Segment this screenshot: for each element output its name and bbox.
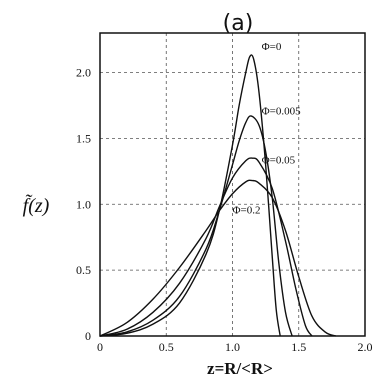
series-label: Φ=0.05 xyxy=(262,154,296,166)
series-labels: Φ=0 Φ=0.005 Φ=0.05 Φ=0.2 xyxy=(233,41,302,216)
x-tick-label: 1.0 xyxy=(225,340,240,354)
series-line xyxy=(99,54,281,337)
y-tick-label: 1.5 xyxy=(76,131,91,145)
series-line xyxy=(99,157,313,337)
x-tick-label: 0 xyxy=(97,340,103,354)
series-line xyxy=(99,179,337,337)
series-line xyxy=(99,115,293,337)
series-label: Φ=0.005 xyxy=(262,106,301,118)
chart-title: (a) xyxy=(223,11,254,36)
x-tick-labels: 0 0.5 1.0 1.5 2.0 xyxy=(97,340,373,354)
y-axis-label: f̃(z) xyxy=(23,193,50,217)
x-axis-label: z=R/<R> xyxy=(207,359,273,378)
series-label: Φ=0.2 xyxy=(233,204,261,216)
y-tick-label: 2.0 xyxy=(76,66,91,80)
y-tick-label: 0 xyxy=(85,329,91,343)
x-tick-label: 0.5 xyxy=(159,340,174,354)
x-tick-label: 1.5 xyxy=(291,340,306,354)
x-tick-label: 2.0 xyxy=(358,340,373,354)
grid xyxy=(100,33,365,336)
y-tick-label: 1.0 xyxy=(76,197,91,211)
series-label: Φ=0 xyxy=(262,41,282,53)
y-tick-labels: 0 0.5 1.0 1.5 2.0 xyxy=(76,66,91,343)
plot-frame xyxy=(99,32,366,337)
series-curves xyxy=(99,54,337,337)
y-tick-label: 0.5 xyxy=(76,263,91,277)
